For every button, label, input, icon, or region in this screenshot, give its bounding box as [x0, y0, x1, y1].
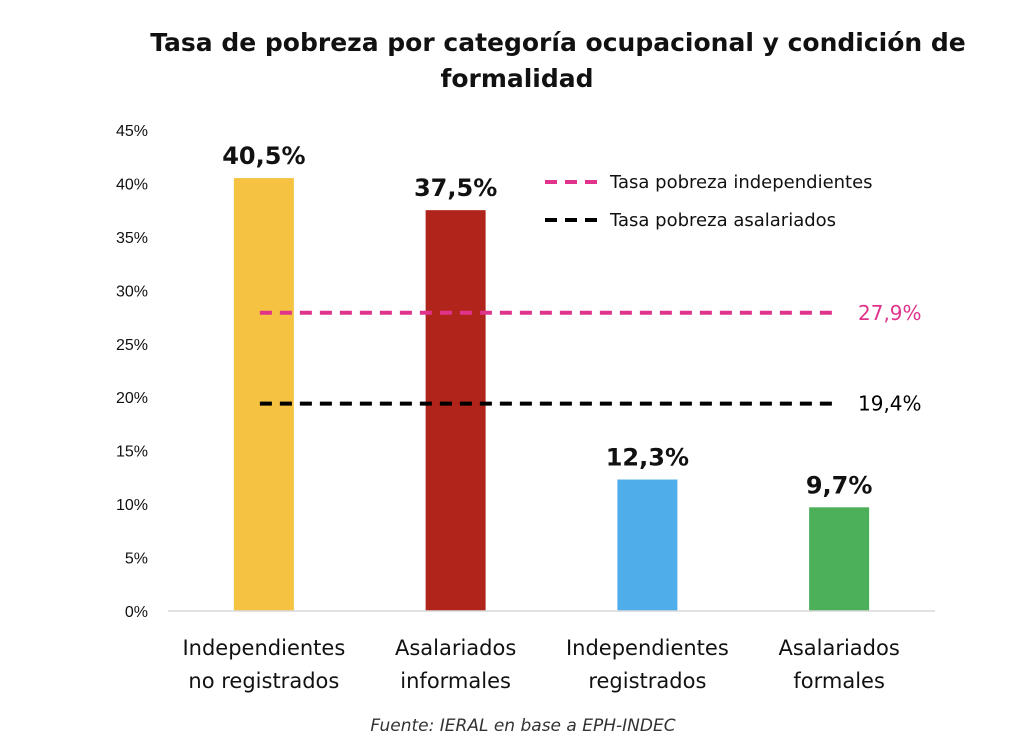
chart-title-line-2: formalidad — [440, 64, 593, 93]
bar — [617, 479, 678, 611]
reference-line-label: 27,9% — [858, 301, 922, 325]
bar — [233, 178, 294, 611]
y-axis: 0% 5% 10% 15% 20% 25% 30% 35% 40% 45% — [116, 123, 148, 621]
x-category-label: Asalariados — [778, 636, 899, 660]
bar-value-label: 37,5% — [414, 174, 497, 202]
legend: Tasa pobreza independientes Tasa pobreza … — [545, 172, 873, 231]
y-tick-label: 25% — [116, 337, 148, 354]
legend-label: Tasa pobreza independientes — [609, 172, 873, 193]
x-category-label: Asalariados — [395, 636, 516, 660]
chart-title: Tasa de pobreza por categoría ocupaciona… — [150, 28, 966, 93]
x-category-label: no registrados — [188, 669, 339, 693]
y-tick-label: 15% — [116, 444, 148, 461]
reference-lines: 27,9% 19,4% — [259, 301, 922, 416]
bar-value-label: 12,3% — [606, 444, 689, 472]
x-category-label: Independientes — [182, 636, 345, 660]
y-tick-label: 35% — [116, 230, 148, 247]
x-category-label: Independientes — [566, 636, 729, 660]
x-axis: Independientes no registrados Asalariados i… — [168, 610, 935, 693]
bars: 40,5% 37,5% 12,3% 9,7% — [222, 142, 872, 611]
y-tick-label: 0% — [125, 604, 148, 621]
bar — [809, 507, 870, 611]
y-tick-label: 45% — [116, 123, 148, 140]
chart-title-line-1: Tasa de pobreza por categoría ocupaciona… — [150, 28, 966, 57]
bar-value-label: 40,5% — [222, 142, 305, 170]
y-tick-label: 20% — [116, 390, 148, 407]
legend-label: Tasa pobreza asalariados — [609, 210, 836, 231]
bar — [425, 210, 486, 611]
y-tick-label: 40% — [116, 176, 148, 193]
x-category-label: formales — [793, 669, 885, 693]
y-tick-label: 10% — [116, 497, 148, 514]
source-note: Fuente: IERAL en base a EPH-INDEC — [370, 716, 675, 736]
y-tick-label: 30% — [116, 283, 148, 300]
y-tick-label: 5% — [125, 551, 148, 568]
reference-line-label: 19,4% — [858, 392, 922, 416]
bar-value-label: 9,7% — [806, 471, 873, 499]
x-category-label: registrados — [588, 669, 706, 693]
x-category-label: informales — [400, 669, 511, 693]
